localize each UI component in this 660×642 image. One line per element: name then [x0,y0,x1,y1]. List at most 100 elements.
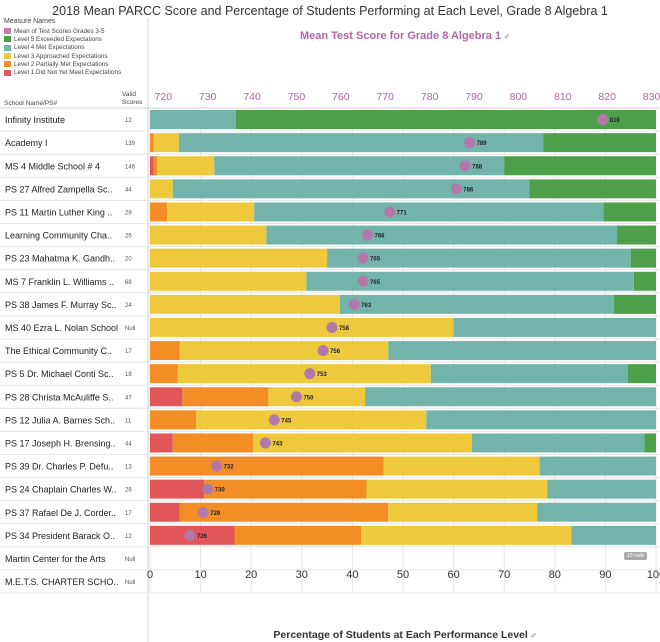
bar-level3[interactable] [366,479,548,499]
legend-item-level5[interactable]: Level 5 Exceeded Expectations [4,35,144,43]
mean-marker[interactable] [317,345,329,357]
bar-level2[interactable] [234,525,362,545]
bar-level4[interactable] [327,248,631,268]
nulls-badge[interactable]: 10 nulls [624,552,648,560]
bar-level5[interactable] [630,248,656,268]
bar-level1[interactable] [150,502,180,522]
bar-level5[interactable] [504,156,656,176]
bar-level5[interactable] [633,271,656,291]
bar-level4[interactable] [571,525,656,545]
pin-icon[interactable]: ✐ [530,633,537,640]
bar-level1[interactable] [150,433,173,453]
mean-marker[interactable] [450,183,462,195]
bar-level5[interactable] [543,133,656,153]
bar-level4[interactable] [471,433,645,453]
row-school-name: Academy I [5,138,48,148]
bar-level5[interactable] [627,364,656,384]
bar-level5[interactable] [236,110,656,130]
mean-marker[interactable] [304,368,316,380]
mean-marker[interactable] [357,275,369,287]
mean-marker[interactable] [326,321,338,333]
bar-level2[interactable] [150,364,178,384]
mean-marker[interactable] [464,137,476,149]
bar-level2[interactable] [172,433,254,453]
bar-level4[interactable] [547,479,656,499]
bar-level3[interactable] [150,225,267,245]
mean-marker[interactable] [211,460,223,472]
bar-level4[interactable] [172,179,530,199]
bar-level4[interactable] [430,364,628,384]
legend-item-level4[interactable]: Level 4 Met Expectations [4,44,144,52]
mean-marker[interactable] [597,114,609,126]
bar-level4[interactable] [388,341,656,361]
bar-level4[interactable] [539,456,656,476]
bar-level3[interactable] [153,133,179,153]
bar-level2[interactable] [182,387,269,407]
bar-level3[interactable] [157,156,215,176]
bar-level3[interactable] [179,341,389,361]
mean-marker[interactable] [348,298,360,310]
bar-level4[interactable] [150,110,237,130]
mean-marker[interactable] [290,391,302,403]
row-valid-scores: 13 [125,465,132,471]
legend-item-level1[interactable]: Level 1 Did Not Yet Meet Expectations [4,68,144,76]
bar-level4[interactable] [339,294,615,314]
bar-level2[interactable] [150,456,384,476]
bar-level3[interactable] [268,387,366,407]
bar-level5[interactable] [529,179,657,199]
mean-marker[interactable] [184,529,196,541]
bar-level2[interactable] [150,341,180,361]
mean-marker[interactable] [384,206,396,218]
mean-marker[interactable] [357,252,369,264]
mean-marker[interactable] [202,483,214,495]
bar-level5[interactable] [644,433,656,453]
bar-level5[interactable] [614,294,656,314]
bar-level3[interactable] [167,202,255,222]
row-school-name: PS 28 Christa McAuliffe S.. [5,392,113,402]
bar-level1[interactable] [150,387,183,407]
bar-level1[interactable] [150,479,205,499]
bar-level4[interactable] [254,202,604,222]
mean-marker[interactable] [268,414,280,426]
bar-level2[interactable] [150,202,168,222]
bar-level4[interactable] [306,271,634,291]
pin-icon[interactable]: ✐ [504,34,511,41]
mean-marker[interactable] [197,506,209,518]
bar-level2[interactable] [150,410,197,430]
mean-marker[interactable] [459,160,471,172]
bar-level4[interactable] [266,225,618,245]
bar-level2[interactable] [204,479,367,499]
bar-level3[interactable] [150,179,173,199]
row-valid-scores: 20 [125,257,132,263]
bar-level3[interactable] [196,410,427,430]
top-axis-tick: 750 [288,91,306,103]
legend-item-level3[interactable]: Level 3 Approached Expectations [4,52,144,60]
bar-level3[interactable] [361,525,572,545]
bar-level3[interactable] [150,248,328,268]
bar-level3[interactable] [383,456,540,476]
bar-level3[interactable] [388,502,538,522]
bar-level3[interactable] [150,317,454,337]
bar-level3[interactable] [150,294,340,314]
bar-level3[interactable] [253,433,472,453]
mean-marker[interactable] [259,437,271,449]
bar-level2[interactable] [150,133,154,153]
bar-level1[interactable] [150,156,154,176]
bar-level5[interactable] [617,225,656,245]
bar-level4[interactable] [365,387,656,407]
bar-level2[interactable] [153,156,158,176]
legend-item-level2[interactable]: Level 2 Partially Met Expectations [4,60,144,68]
bottom-axis-tick: 50 [397,569,409,581]
row-valid-scores: 26 [125,234,132,240]
bar-level5[interactable] [603,202,656,222]
bar-level2[interactable] [179,502,389,522]
legend-item-mean[interactable]: Mean of Test Scores Grades 3-5 [4,27,144,35]
bar-level4[interactable] [426,410,656,430]
bar-level4[interactable] [453,317,656,337]
bar-level4[interactable] [178,133,544,153]
bar-level3[interactable] [150,271,307,291]
row-school-name: PS 38 James F. Murray Sc.. [5,300,117,310]
mean-marker[interactable] [361,229,373,241]
bar-level4[interactable] [214,156,505,176]
bar-level4[interactable] [537,502,656,522]
